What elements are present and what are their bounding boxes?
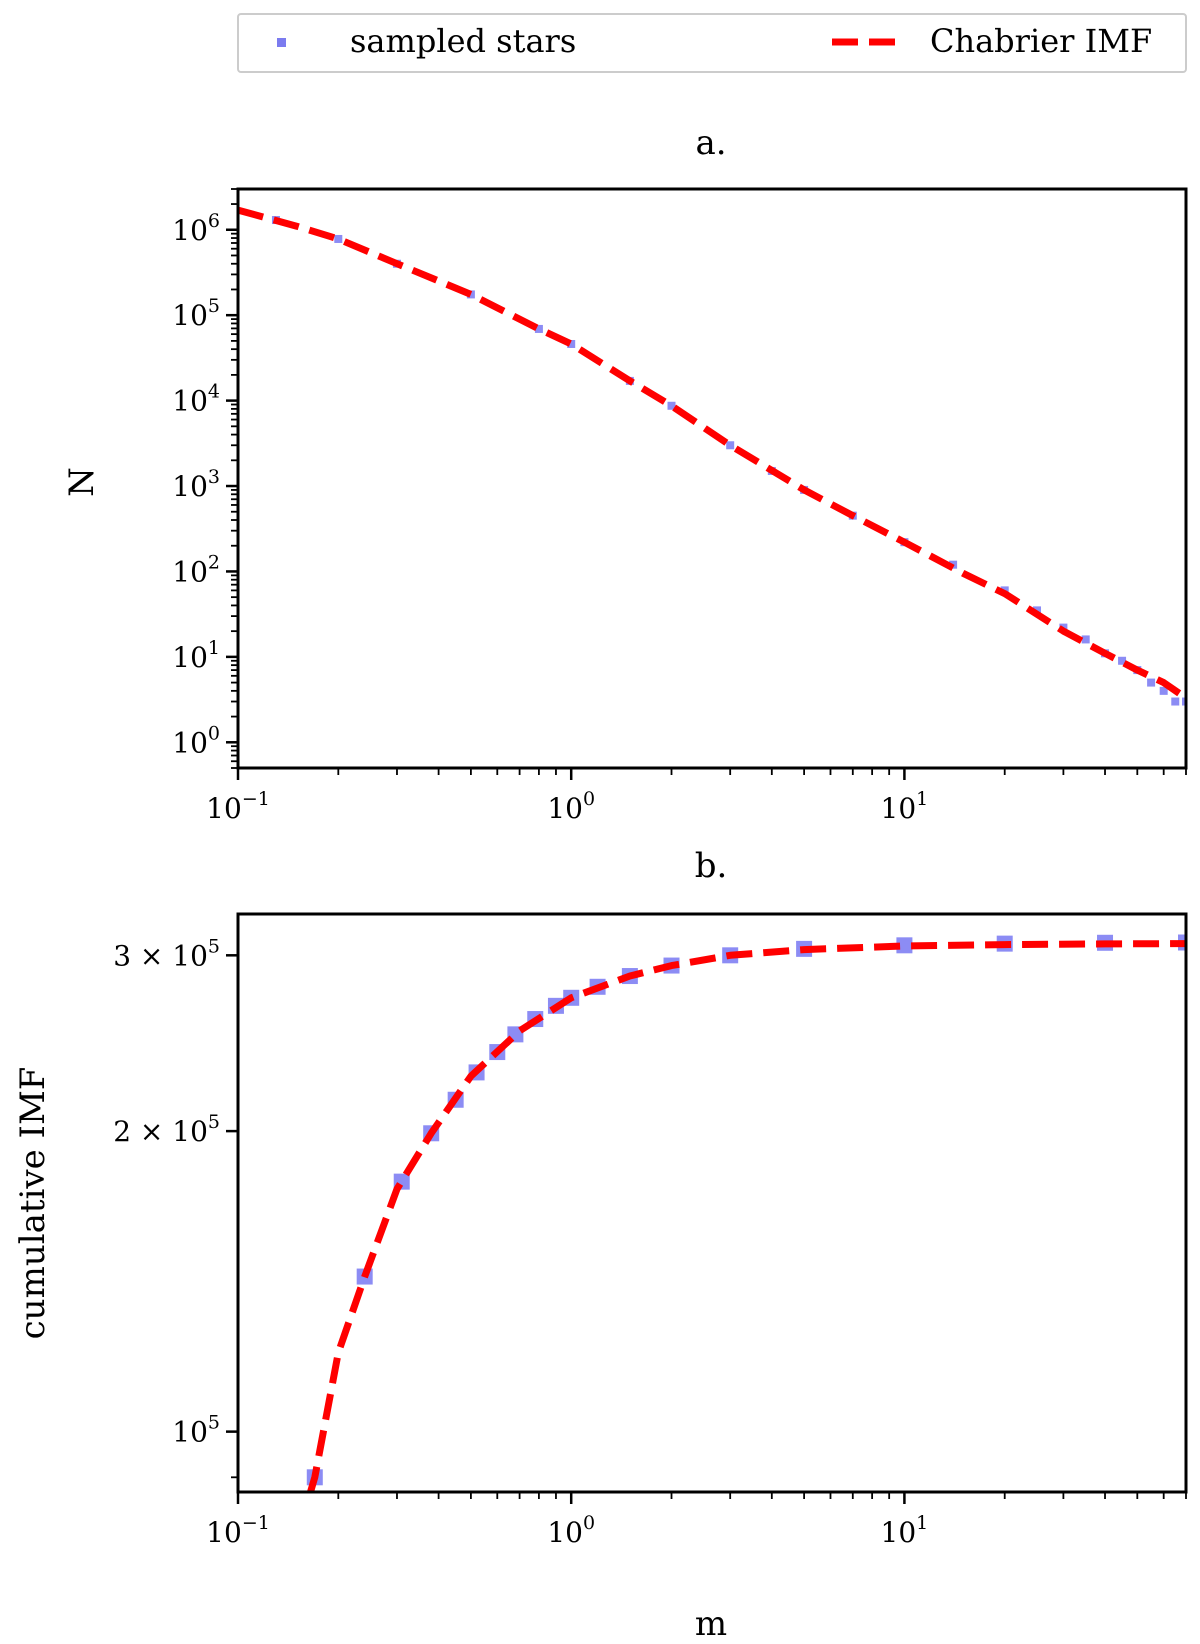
panel-a-y-tick-label: 105 xyxy=(172,295,220,332)
panel-a-y-tick-label: 103 xyxy=(172,466,220,503)
panel-a-y-tick-label: 101 xyxy=(172,637,220,674)
panel-b-y-axis: 105 2 × 105 3 × 105 xyxy=(113,935,238,1479)
panel-b-chabrier-imf-line xyxy=(307,940,1186,1492)
panel-a-sampled-star-point xyxy=(1147,678,1156,687)
legend-frame xyxy=(237,13,1187,73)
panel-a-sampled-star-point xyxy=(1171,697,1180,706)
panel-a-title: a. xyxy=(695,123,726,163)
panel-b-title: b. xyxy=(695,846,728,886)
panel-a-sampled-star-point xyxy=(667,401,676,410)
legend: sampled stars Chabrier IMF xyxy=(237,13,1187,73)
panel-b-y-tick-label: 3 × 105 xyxy=(113,935,220,972)
legend-label-chabrier-imf: Chabrier IMF xyxy=(930,22,1152,60)
panel-b-y-label: cumulative IMF xyxy=(13,1067,53,1340)
panel-b-frame xyxy=(236,912,1188,1494)
panel-a-sampled-star-point xyxy=(1159,686,1168,695)
panel-a-x-axis: 10−1 100 101 xyxy=(206,768,1187,825)
panel-a-sampled-stars-series xyxy=(271,216,1186,706)
panel-b-sampled-stars-series xyxy=(306,934,1186,1486)
panel-a: a. 10−1 100 101 100 101 102 103 104 105 106 N xyxy=(62,123,1188,825)
panel-a-y-tick-label: 106 xyxy=(172,210,220,247)
panel-a-sampled-star-point xyxy=(1118,656,1127,665)
panel-a-sampled-star-point xyxy=(1182,697,1186,706)
panel-a-x-tick-label: 101 xyxy=(881,788,929,825)
panel-a-plot-area xyxy=(238,206,1186,706)
legend-label-sampled-stars: sampled stars xyxy=(350,22,576,60)
panel-b: b. 10−1 100 101 105 2 × 105 3 × 105 cumulati… xyxy=(13,846,1188,1644)
panel-b-x-tick-label: 10−1 xyxy=(206,1512,270,1549)
panel-a-x-tick-label: 100 xyxy=(547,788,595,825)
panel-b-y-tick-label: 2 × 105 xyxy=(113,1111,220,1148)
panel-a-sampled-star-point xyxy=(567,339,576,348)
panel-b-sampled-star-point xyxy=(896,937,913,954)
panel-a-sampled-star-point xyxy=(334,234,343,243)
panel-b-y-tick-label: 105 xyxy=(172,1412,220,1449)
panel-b-x-axis: 10−1 100 101 xyxy=(206,1492,1187,1549)
panel-a-y-tick-label: 100 xyxy=(172,722,220,759)
panel-b-x-tick-label: 101 xyxy=(881,1512,929,1549)
panel-a-frame xyxy=(236,187,1188,770)
panel-a-sampled-star-point xyxy=(466,290,475,299)
panel-a-y-tick-label: 102 xyxy=(172,551,220,588)
panel-a-y-label: N xyxy=(62,467,102,497)
panel-a-chabrier-imf-line xyxy=(238,206,1186,701)
legend-marker-sampled-stars xyxy=(277,38,286,47)
panel-b-x-tick-label: 100 xyxy=(547,1512,595,1549)
panel-a-sampled-star-point xyxy=(1081,635,1090,644)
panel-a-y-axis: 100 101 102 103 104 105 106 xyxy=(172,188,238,769)
panel-a-sampled-star-point xyxy=(534,324,543,333)
panel-a-y-tick-label: 104 xyxy=(172,381,220,418)
panel-b-x-label: m xyxy=(695,1604,727,1644)
panel-a-sampled-star-point xyxy=(726,441,735,450)
panel-a-x-tick-label: 10−1 xyxy=(206,788,270,825)
panel-b-plot-area xyxy=(306,934,1186,1492)
